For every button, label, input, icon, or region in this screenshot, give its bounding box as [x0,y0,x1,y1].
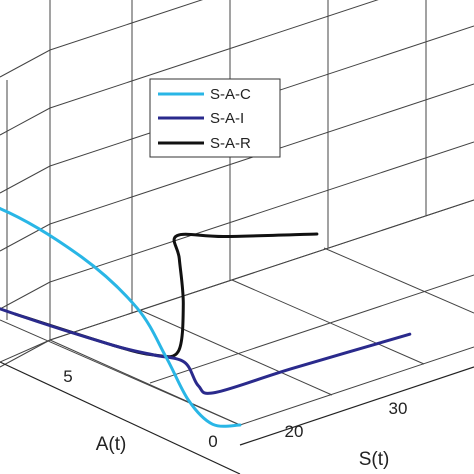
series-line-s-a-i [0,307,412,395]
legend-label-s-a-i: S-A-I [210,110,244,127]
x-tick-label: 20 [285,422,304,441]
grid-line [323,247,474,314]
grid-line [49,0,379,109]
axis-edge [0,361,241,474]
grid-line [0,339,51,368]
tick-labels: 20 30 0 5 [63,367,407,451]
grid-line [0,223,51,252]
axis-labels: S(t) A(t) [96,434,390,470]
grid-line [0,165,51,194]
grid-line [0,107,51,136]
grid-line [139,309,333,396]
y-tick-label: 5 [63,367,72,386]
axis-edge [239,366,474,446]
grid-line [49,141,474,283]
grid-line [49,199,474,341]
y-tick-label: 0 [208,432,217,451]
x-tick-label: 30 [389,399,408,418]
legend-label-s-a-r: S-A-R [210,135,251,152]
series-layer [0,206,412,428]
x-axis-label: S(t) [359,449,390,470]
grid-line [239,346,474,426]
grid-line [231,279,425,365]
y-axis-label: A(t) [96,434,127,455]
grid-line [0,49,51,78]
grid-line [0,339,51,363]
legend: S-A-C S-A-I S-A-R [149,78,281,158]
grid-line [149,274,474,384]
series-line-s-a-r [13,232,319,359]
series-line-s-a-c [0,206,242,428]
grid-line [0,319,241,426]
legend-label-s-a-c: S-A-C [210,86,251,103]
grid-line [49,0,204,51]
grid-line [0,281,51,310]
